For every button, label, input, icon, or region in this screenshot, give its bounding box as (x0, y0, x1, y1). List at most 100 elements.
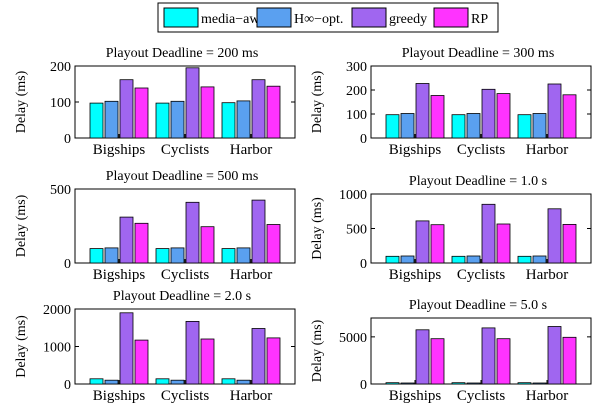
bar (385, 255, 400, 264)
bar (547, 83, 562, 139)
bar (400, 255, 415, 264)
bar (451, 382, 466, 385)
bar (200, 86, 215, 139)
bar (562, 223, 577, 264)
legend-label: greedy (389, 12, 427, 27)
x-tick-label: Cyclists (161, 388, 210, 404)
chart-panel: 0 100 200 Bigships Cyclists Harbor Playout Dea… (14, 46, 296, 158)
chart-title: Playout Deadline = 5.0 s (409, 298, 547, 313)
x-tick-label: Bigships (93, 388, 146, 404)
y-axis-label: Delay (ms) (14, 70, 29, 133)
y-tick-label: 200 (50, 60, 71, 75)
legend-label: H∞−opt. (294, 12, 343, 27)
chart-panel: 0 1000 2000 Bigships Cyclists Harbor Playout D… (14, 289, 296, 404)
y-axis-label: Delay (ms) (14, 315, 29, 378)
bar (430, 338, 445, 385)
chart-panel: 0 5000 Bigships Cyclists Harbor Playout Deadl… (310, 298, 592, 404)
bar (200, 338, 215, 385)
charts: 0 100 200 Bigships Cyclists Harbor Playout Dea… (14, 46, 592, 404)
y-tick-label: 100 (50, 96, 71, 111)
bar (134, 222, 149, 264)
x-tick-label: Cyclists (161, 142, 210, 158)
y-tick-label: 0 (64, 132, 71, 147)
bar (104, 379, 119, 385)
bar (155, 378, 170, 385)
bar (119, 216, 134, 264)
chart-title: Playout Deadline = 1.0 s (409, 174, 547, 189)
bar (251, 79, 266, 139)
bar (496, 93, 511, 139)
x-tick-label: Cyclists (457, 388, 506, 404)
bar (266, 85, 281, 139)
y-tick-label: 5000 (339, 331, 367, 346)
bar (89, 248, 104, 264)
bar (562, 336, 577, 385)
bar (221, 248, 236, 264)
chart-title: Playout Deadline = 200 ms (106, 46, 259, 61)
bar (496, 338, 511, 385)
bar (104, 100, 119, 139)
bar (517, 114, 532, 139)
bar (134, 87, 149, 139)
bar (236, 100, 251, 139)
bar (415, 220, 430, 264)
x-tick-label: Harbor (526, 142, 568, 158)
y-axis-label: Delay (ms) (310, 319, 325, 382)
bar (532, 113, 547, 139)
bar (481, 203, 496, 264)
y-tick-label: 0 (360, 378, 367, 393)
bar (562, 94, 577, 139)
y-tick-label: 2000 (43, 303, 71, 318)
bar (430, 95, 445, 139)
y-tick-label: 300 (346, 60, 367, 75)
bar (104, 247, 119, 264)
bar (170, 247, 185, 264)
x-tick-label: Bigships (93, 267, 146, 283)
legend-swatch (163, 7, 199, 28)
y-tick-label: 0 (64, 378, 71, 393)
bar (185, 320, 200, 385)
bar (466, 255, 481, 264)
bar (185, 201, 200, 264)
y-axis-label: Delay (ms) (14, 194, 29, 257)
y-axis-label: Delay (ms) (310, 70, 325, 133)
chart-panel: 0 500 Bigships Cyclists Harbor Playout Deadli… (14, 169, 296, 283)
y-tick-label: 1000 (339, 188, 367, 203)
bar (451, 255, 466, 264)
bar (385, 114, 400, 139)
x-tick-label: Harbor (526, 388, 568, 404)
bar (400, 113, 415, 139)
y-axis-label: Delay (ms) (310, 197, 325, 260)
bar (466, 113, 481, 139)
legend-swatch (351, 7, 387, 28)
bar (385, 382, 400, 385)
x-tick-label: Bigships (93, 142, 146, 158)
x-tick-label: Bigships (389, 388, 442, 404)
chart-title: Playout Deadline = 2.0 s (113, 289, 251, 304)
chart-title: Playout Deadline = 300 ms (402, 46, 555, 61)
bar (155, 248, 170, 264)
y-tick-label: 100 (346, 108, 367, 123)
x-tick-label: Bigships (389, 267, 442, 283)
bar (532, 255, 547, 264)
x-tick-label: Cyclists (161, 267, 210, 283)
x-tick-label: Bigships (389, 142, 442, 158)
bar (466, 382, 481, 385)
legend-swatch (256, 7, 292, 28)
bar (170, 379, 185, 385)
bar (481, 327, 496, 385)
legend-swatch (433, 7, 469, 28)
bar (481, 88, 496, 139)
bar (415, 83, 430, 139)
legend-label: RP (471, 12, 488, 27)
bar (134, 339, 149, 385)
legend: media−aware H∞−opt. greedy RP (157, 2, 499, 33)
bar (547, 326, 562, 385)
chart-panel: 0 100 200 300 Bigships Cyclists Harbor Playout … (310, 46, 592, 158)
bar (532, 382, 547, 385)
bar (155, 102, 170, 139)
bar (236, 247, 251, 264)
bar (517, 255, 532, 264)
bar (170, 100, 185, 139)
bar (430, 224, 445, 264)
